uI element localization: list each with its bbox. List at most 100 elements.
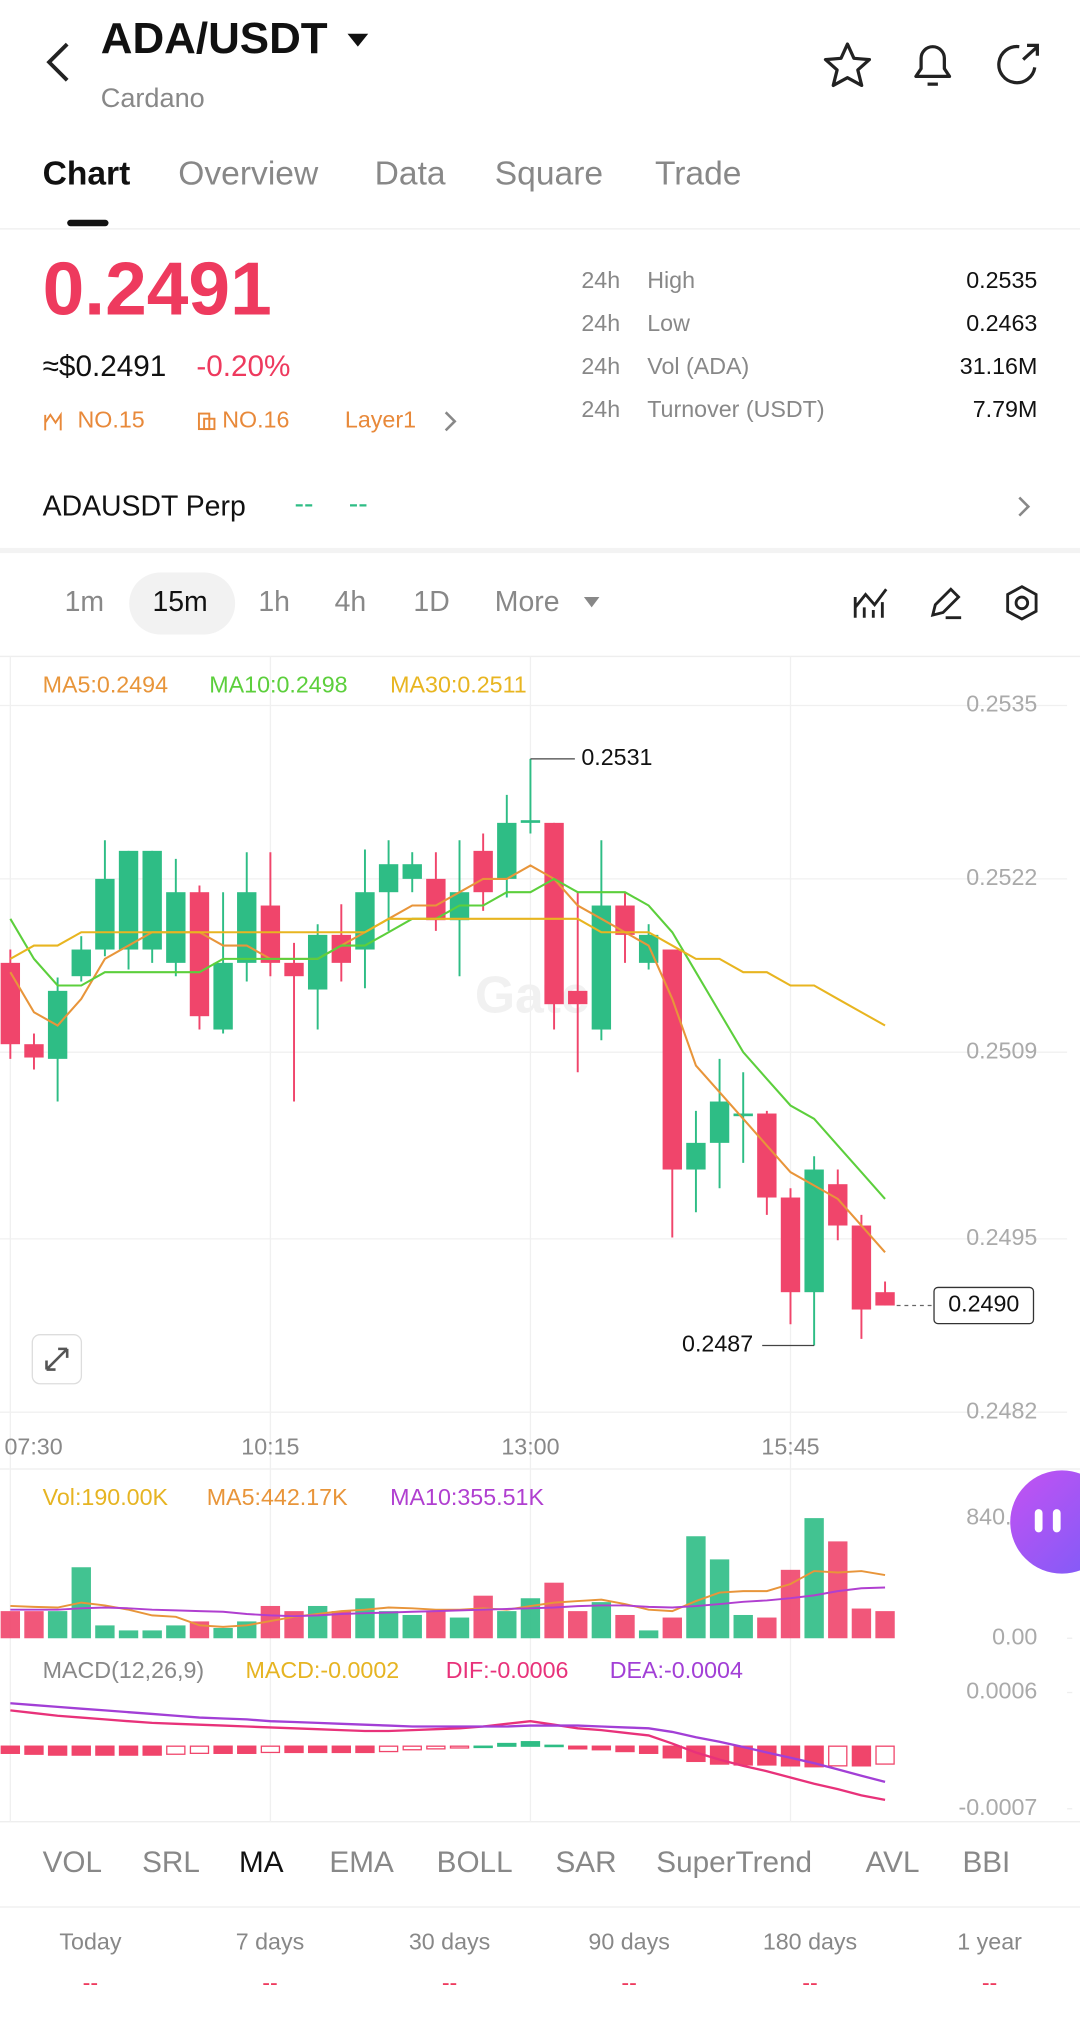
macd-bar xyxy=(355,1745,375,1754)
candle-body xyxy=(757,1113,777,1198)
stat-value: 0.2535 xyxy=(966,267,1037,293)
settings-icon[interactable] xyxy=(1006,585,1038,621)
perp-name[interactable]: ADAUSDT Perp xyxy=(43,490,246,522)
tab[interactable]: Overview xyxy=(178,156,319,193)
macd-bar xyxy=(402,1745,422,1751)
volume-bar xyxy=(780,1569,801,1639)
indicator-tab[interactable]: VOL xyxy=(43,1846,102,1879)
pair-title[interactable]: ADA/USDT xyxy=(101,14,328,63)
volume-bar xyxy=(24,1611,44,1639)
volume-bar xyxy=(733,1614,753,1639)
favorite-icon[interactable] xyxy=(823,42,872,88)
candle-body xyxy=(213,962,233,1030)
candle-body xyxy=(473,850,493,893)
interval[interactable]: 1D xyxy=(413,586,449,618)
macd-bar xyxy=(331,1745,352,1754)
divider xyxy=(0,547,1080,554)
expand-button[interactable] xyxy=(31,1334,83,1385)
volume-bar xyxy=(378,1611,399,1639)
candle-body xyxy=(686,1142,706,1170)
candle-body xyxy=(828,1184,848,1226)
legend-item: MA10:0.2498 xyxy=(209,671,347,697)
pair-dropdown[interactable] xyxy=(347,33,369,47)
chart-layer: Chart Overview Data Square Trade NO.15 NO.16 La… xyxy=(0,156,1073,1996)
interval[interactable]: 1m xyxy=(65,586,104,618)
rank-tag[interactable]: NO.15 xyxy=(78,406,145,432)
tab[interactable]: Trade xyxy=(655,156,741,193)
assistant-button[interactable] xyxy=(1010,1470,1080,1574)
legend-item: MA30:0.2511 xyxy=(390,671,527,697)
macd-bar xyxy=(638,1745,659,1754)
volume-bar xyxy=(757,1617,777,1639)
indicator-tab[interactable]: SuperTrend xyxy=(656,1846,812,1879)
usd-price: ≈$0.2491 xyxy=(43,350,167,383)
volume-bar xyxy=(213,1627,233,1639)
indicator-tab[interactable]: SAR xyxy=(556,1846,617,1879)
stat-value: 7.79M xyxy=(973,396,1038,422)
macd-bar xyxy=(237,1745,257,1754)
indicator-tab[interactable]: SRL xyxy=(142,1846,200,1879)
y-tick-label: 0.00 xyxy=(992,1623,1037,1649)
tab[interactable]: Data xyxy=(375,156,446,193)
volume-bar xyxy=(355,1598,375,1639)
return-value: -- xyxy=(802,1970,818,1996)
indicator-line xyxy=(10,1586,886,1618)
indicator-tab[interactable]: BOLL xyxy=(437,1846,513,1879)
interval[interactable]: 15m xyxy=(152,586,207,618)
macd-bar xyxy=(24,1745,44,1755)
legend-item: DEA:-0.0004 xyxy=(610,1657,743,1683)
interval[interactable]: More xyxy=(495,586,560,618)
volume-bar xyxy=(568,1611,588,1639)
return-value: -- xyxy=(621,1970,637,1996)
return-value: -- xyxy=(982,1970,998,1996)
perp-value: -- xyxy=(295,488,314,520)
return-value: -- xyxy=(83,1970,99,1996)
draw-icon[interactable] xyxy=(930,587,962,620)
candle-body xyxy=(95,878,115,950)
tab[interactable]: Square xyxy=(495,156,603,193)
volume-bar xyxy=(142,1630,162,1639)
stat-period: 24h xyxy=(581,310,620,336)
volume-bar xyxy=(615,1614,635,1639)
macd-bar xyxy=(0,1745,21,1754)
rank-tag[interactable]: NO.16 xyxy=(222,406,289,432)
volume-bar xyxy=(307,1605,328,1639)
candle-body xyxy=(237,892,257,963)
stat-label: High xyxy=(647,267,695,293)
volume-bar xyxy=(189,1621,210,1639)
rank-tag[interactable]: Layer1 xyxy=(345,406,416,432)
y-tick-label: 0.2522 xyxy=(966,864,1037,890)
macd-bar xyxy=(307,1745,328,1754)
return-period: 90 days xyxy=(588,1928,669,1954)
y-tick-label: 0.2535 xyxy=(966,691,1037,717)
y-tick-label: 0.2482 xyxy=(966,1397,1037,1423)
x-tick-label: 10:15 xyxy=(241,1433,299,1459)
volume-bar xyxy=(497,1611,517,1639)
indicator-icon[interactable] xyxy=(853,588,888,618)
indicator-tab[interactable]: EMA xyxy=(329,1846,394,1879)
indicator-line xyxy=(10,1709,886,1802)
macd-bar xyxy=(568,1745,588,1750)
indicator-tab[interactable]: BBI xyxy=(962,1846,1010,1879)
legend-item: MA10:355.51K xyxy=(390,1484,544,1510)
tab[interactable]: Chart xyxy=(43,156,131,193)
indicator-tab[interactable]: AVL xyxy=(866,1846,920,1879)
share-icon[interactable] xyxy=(997,43,1039,85)
alert-icon[interactable] xyxy=(914,45,952,86)
candle-body xyxy=(804,1169,824,1293)
last-price-box xyxy=(933,1286,1035,1325)
legend-item: DIF:-0.0006 xyxy=(446,1657,569,1683)
more-dropdown[interactable] xyxy=(583,597,600,608)
macd-bar xyxy=(875,1745,895,1765)
back-button[interactable] xyxy=(46,42,69,82)
volume-bar xyxy=(95,1625,115,1639)
y-tick-label: 0.0006 xyxy=(966,1678,1037,1704)
return-value: -- xyxy=(442,1970,458,1996)
interval[interactable]: 1h xyxy=(258,586,290,618)
return-period: 30 days xyxy=(409,1928,490,1954)
tab-indicator xyxy=(67,219,109,227)
interval[interactable]: 4h xyxy=(335,586,367,618)
volume-bar xyxy=(118,1630,139,1639)
indicator-tab[interactable]: MA xyxy=(239,1846,284,1879)
legend-item: MACD:-0.0002 xyxy=(245,1657,399,1683)
